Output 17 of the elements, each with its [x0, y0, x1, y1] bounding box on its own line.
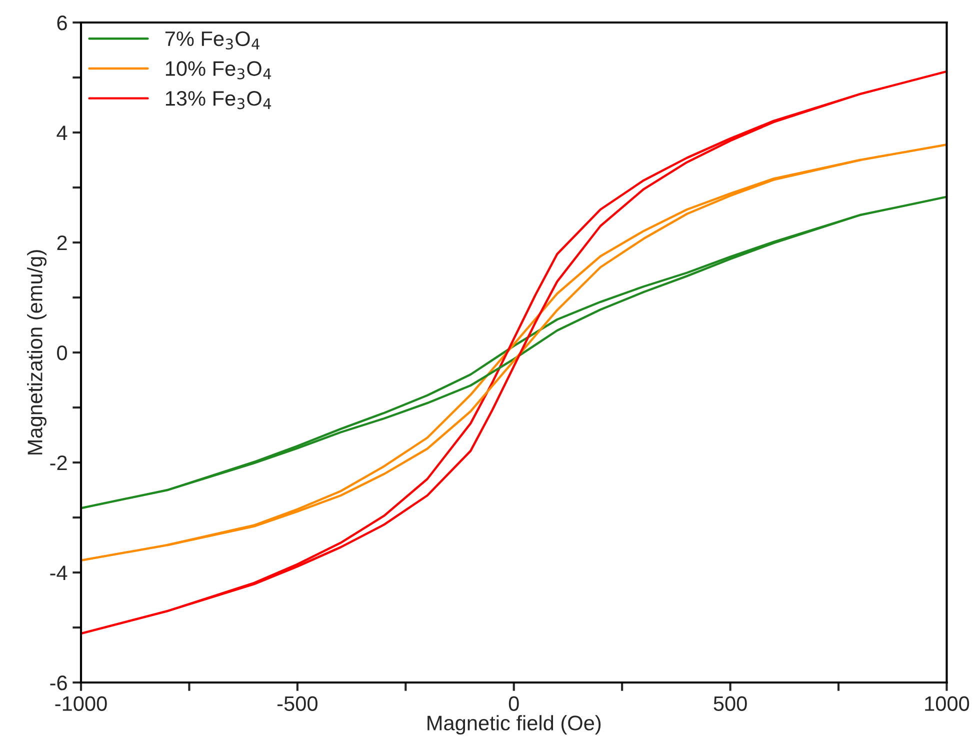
y-tick-label: 0: [57, 346, 67, 360]
x-tick-label: -500: [278, 696, 318, 711]
y-tick-label: 4: [56, 126, 68, 140]
x-tick-label: -1000: [55, 696, 107, 711]
legend-label: 7% Fe$_{3}$O$_{4}$: [165, 31, 260, 50]
y-tick-label: -2: [50, 456, 67, 470]
x-tick-label: 1000: [925, 696, 970, 711]
y-tick-label: -4: [50, 566, 68, 580]
y-axis-title: Magnetization (emu/g): [27, 250, 47, 454]
legend-label: 10% Fe$_{3}$O$_{4}$: [166, 61, 272, 80]
y-tick-label: 6: [57, 16, 67, 30]
x-axis-title: Magnetic field (Oe): [428, 715, 601, 735]
legend-label: 13% Fe$_{3}$O$_{4}$: [166, 91, 272, 110]
x-tick-label: 0: [508, 696, 519, 711]
x-tick-label: 500: [714, 696, 747, 711]
y-tick-label: 2: [57, 236, 67, 250]
y-tick-label: -6: [50, 676, 67, 690]
